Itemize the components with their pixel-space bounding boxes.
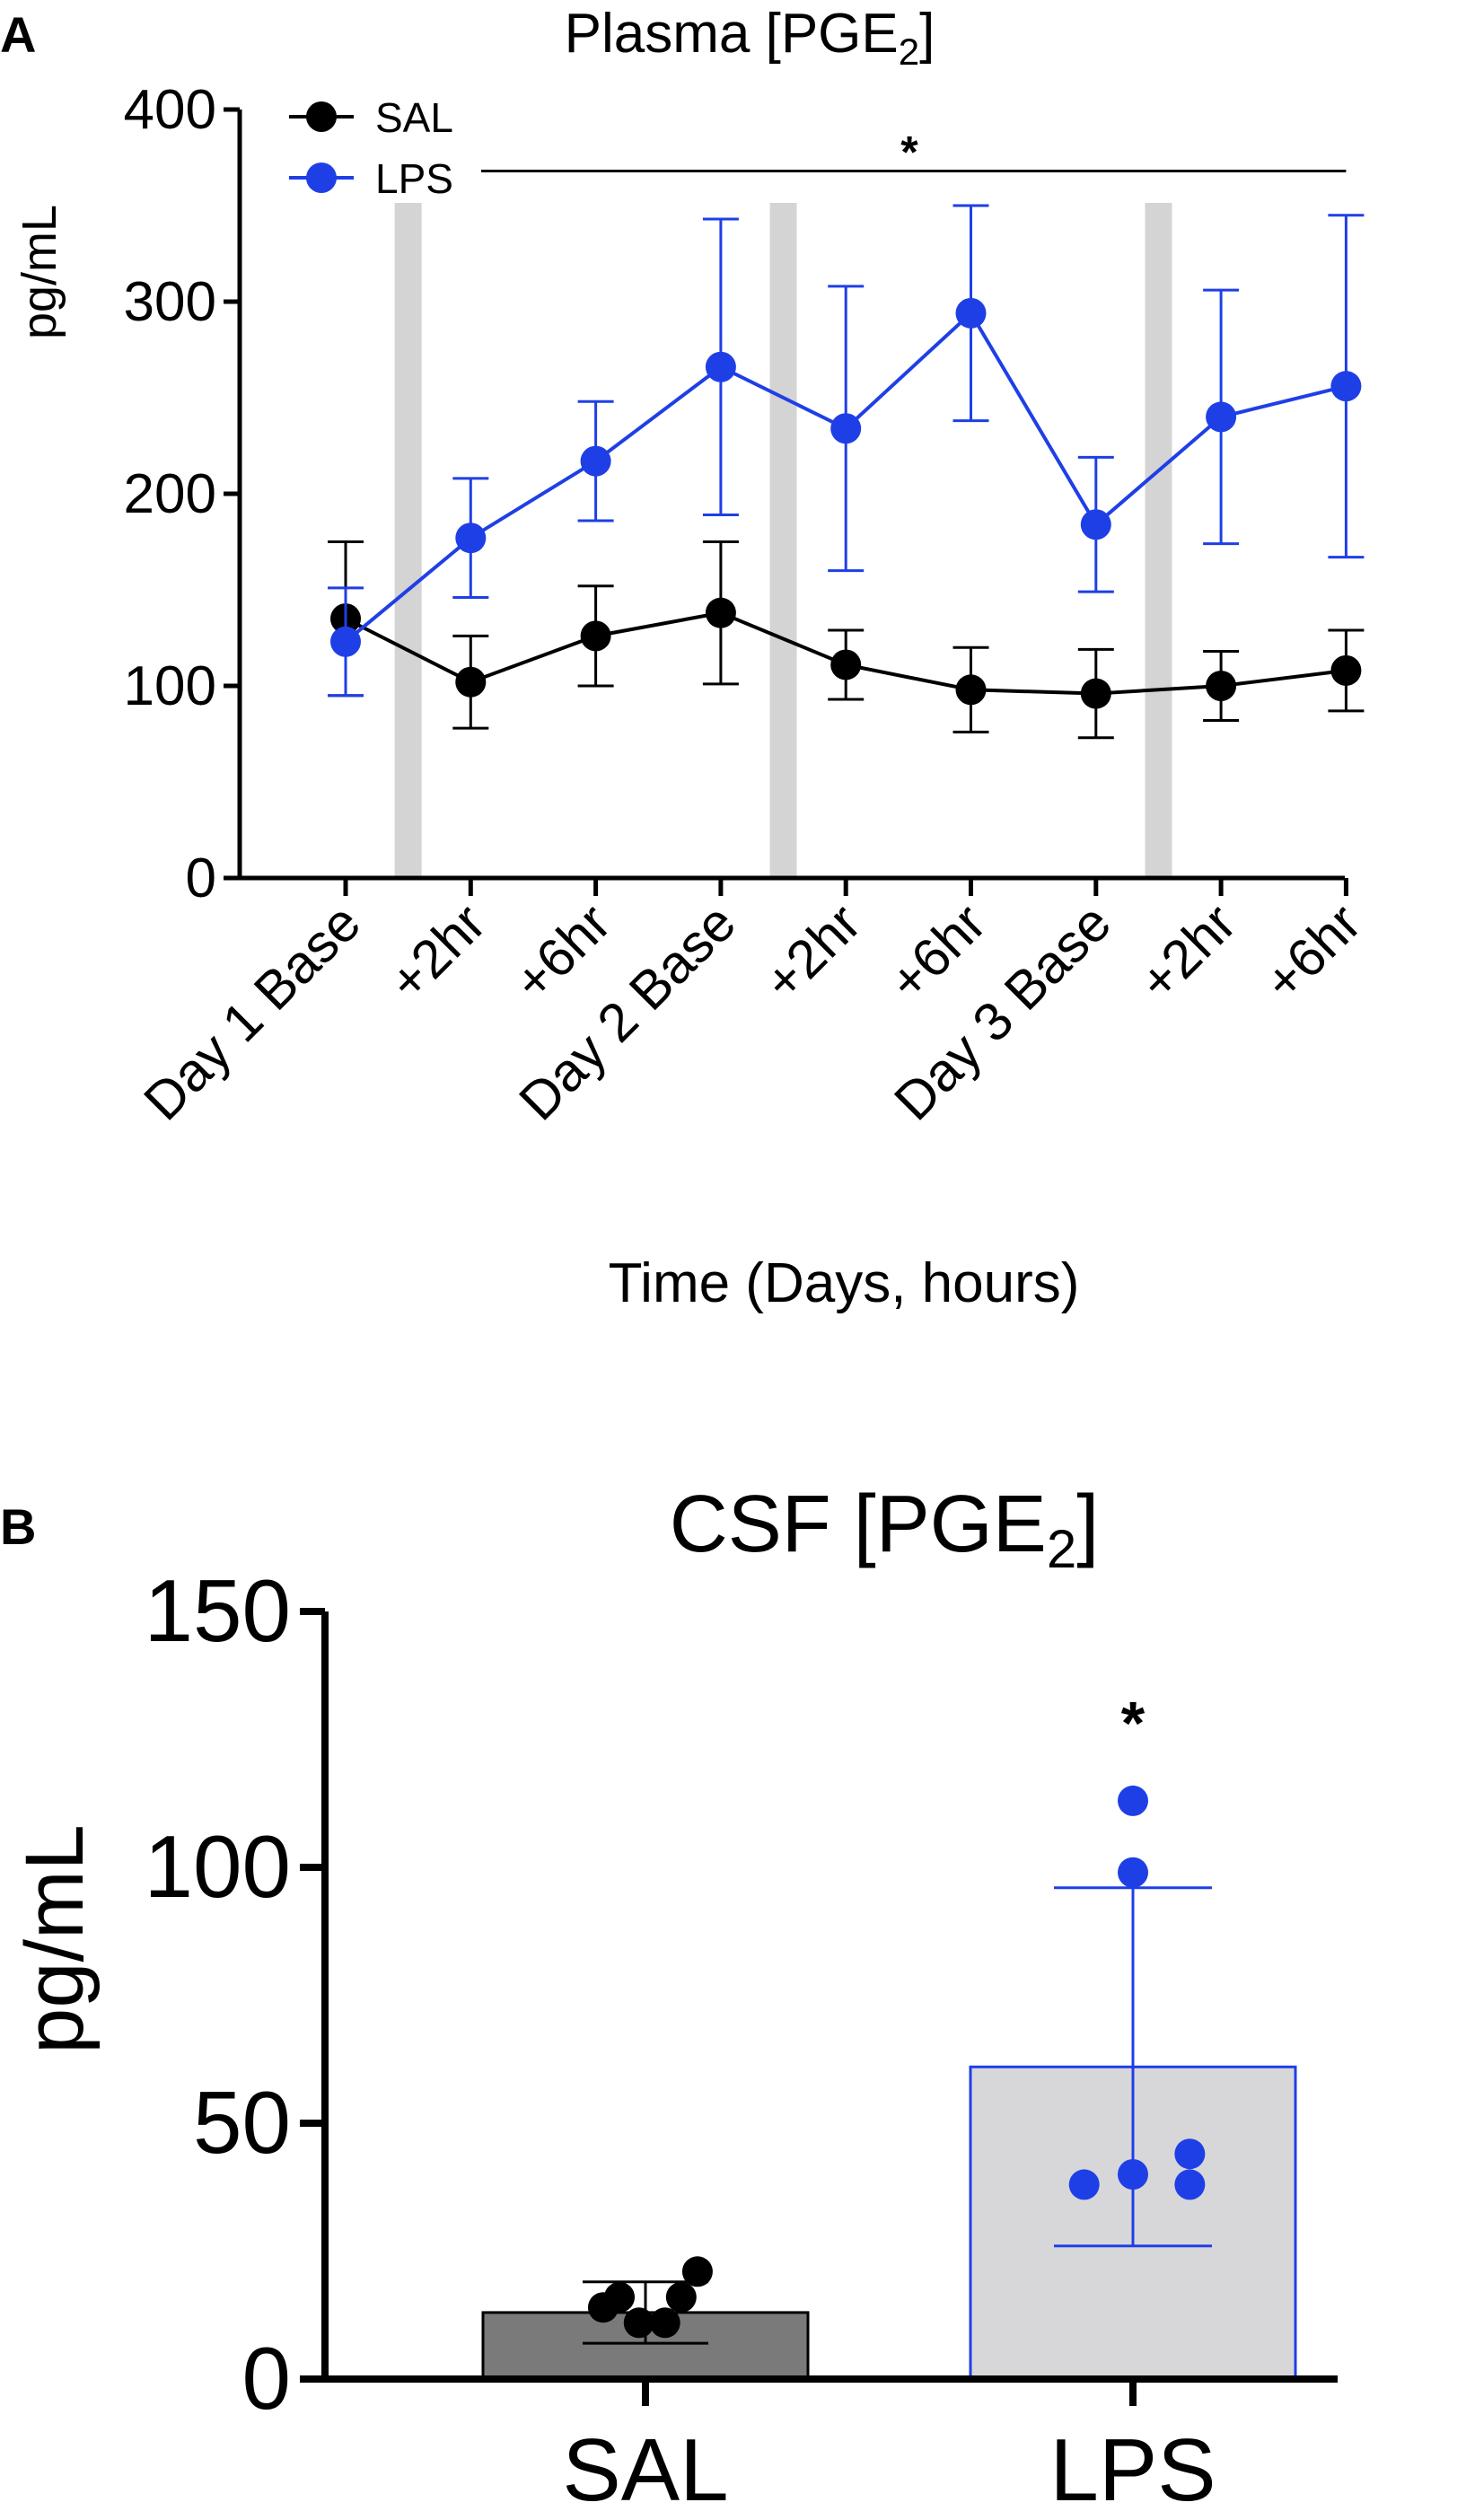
panel-a-x-tick-label-8: +2hr: [1128, 892, 1247, 1012]
panel-b-point-lps-3: [1174, 2138, 1206, 2170]
panel-b-label: B: [0, 1498, 36, 1555]
panel-b-significance-star: *: [1121, 1689, 1146, 1757]
panel-a-shaded-region-2: [769, 203, 797, 878]
panel-b-point-lps-5: [1118, 1857, 1148, 1888]
panel-a-label: A: [0, 6, 36, 63]
panel-a-x-tick-label-1: Day 1 Base: [132, 892, 372, 1132]
panel-b-y-axis-label: pg/mL: [9, 1824, 101, 2054]
panel-a-y-tick-label-100: 100: [124, 655, 216, 717]
panel-a-point-lps-4: [705, 351, 736, 382]
panel-a-legend-marker-lps: [306, 162, 337, 193]
panel-b-y-tick-label-50: 50: [193, 2073, 291, 2172]
panel-a-point-sal-4: [705, 597, 736, 628]
panel-b-x-tick-label-sal: SAL: [562, 2420, 728, 2519]
panel-a-point-lps-2: [455, 522, 487, 554]
panel-b-y-tick-label-100: 100: [144, 1817, 291, 1916]
panel-b-significance: *: [1121, 1689, 1146, 1757]
panel-b-point-lps-4: [1174, 2169, 1206, 2200]
panel-a-point-lps-3: [580, 445, 611, 477]
panel-b-title-subscript: 2: [1047, 1519, 1076, 1579]
panel-a-point-sal-8: [1206, 671, 1237, 701]
panel-a-legend-label-lps: LPS: [375, 155, 453, 202]
panel-a-x-tick-label-5: +2hr: [752, 892, 872, 1012]
panel-a-shaded-region-3: [1145, 203, 1172, 878]
panel-a-point-lps-1: [330, 626, 361, 657]
panel-b-x-tick-label-lps: LPS: [1049, 2420, 1216, 2519]
panel-b-point-sal-2: [604, 2281, 636, 2313]
panel-a-y-tick-label-300: 300: [124, 271, 216, 333]
panel-a-point-lps-8: [1206, 401, 1237, 433]
panel-a-series-sal: [328, 540, 1365, 740]
panel-a-y-ticks: 0 100 200 300 400: [124, 79, 240, 909]
panel-b-y-tick-label-0: 0: [241, 2329, 291, 2428]
panel-a-x-axis-label: Time (Days, hours): [609, 1252, 1080, 1314]
panel-b-point-sal-6: [681, 2256, 713, 2287]
panel-a-title-subscript: 2: [899, 31, 919, 73]
panel-b-point-sal-5: [665, 2281, 697, 2313]
panel-a-point-lps-9: [1330, 371, 1362, 402]
panel-b-point-lps-1: [1068, 2169, 1100, 2200]
panel-a-x-tick-label-9: +6hr: [1252, 892, 1372, 1012]
panel-a-point-sal-7: [1080, 678, 1111, 709]
panel-b-x-ticks: SAL LPS: [562, 2379, 1216, 2519]
panel-b-point-lps-2: [1118, 2159, 1148, 2190]
panel-a-title-main: Plasma [PGE: [565, 3, 899, 65]
panel-b-title-suffix: ]: [1076, 1480, 1099, 1569]
panel-a-series: [328, 204, 1365, 740]
panel-a-series-lps: [328, 204, 1365, 698]
panel-a-point-lps-5: [830, 413, 862, 444]
panel-a-legend-marker-sal: [306, 101, 337, 132]
panel-a-legend: SAL LPS: [289, 94, 453, 202]
panel-b-axes: [321, 1611, 1338, 2383]
panel-a-y-tick-label-200: 200: [124, 463, 216, 525]
panel-a-title-suffix: ]: [919, 3, 935, 65]
panel-a-point-sal-3: [580, 620, 611, 652]
panel-b-bars: [481, 2065, 1297, 2381]
panel-b-title: CSF [PGE2]: [670, 1480, 1099, 1579]
panel-a-point-sal-2: [455, 666, 487, 698]
panel-a-point-lps-6: [955, 297, 987, 329]
panel-a-x-tick-label-2: +2hr: [377, 892, 496, 1012]
panel-b-csf-chart: B CSF [PGE2] 0 50 100 150 SAL LPS * pg/mL: [0, 1480, 1338, 2519]
panel-a-shaded-region-1: [394, 203, 422, 878]
panel-a-title: Plasma [PGE2]: [565, 3, 935, 73]
panel-a-point-sal-9: [1330, 654, 1362, 686]
panel-a-y-tick-label-400: 400: [124, 79, 216, 141]
panel-a-significance: *: [481, 127, 1347, 177]
panel-b-y-tick-label-150: 150: [144, 1561, 291, 1660]
panel-b-title-main: CSF [PGE: [670, 1480, 1047, 1569]
panel-a-point-sal-5: [830, 649, 862, 680]
panel-a-point-sal-6: [955, 674, 987, 706]
panel-b-point-sal-4: [649, 2307, 680, 2339]
panel-a-significance-star: *: [900, 127, 918, 177]
panel-b-point-lps-6: [1118, 1785, 1148, 1816]
panel-a-shaded-regions: [394, 203, 1172, 878]
panel-b-y-ticks: 0 50 100 150: [144, 1561, 325, 2428]
panel-a-legend-label-sal: SAL: [375, 94, 453, 141]
panel-a-plasma-chart: A Plasma [PGE2] 0 100 200 300 400 Day 1 Base…: [0, 3, 1373, 1314]
panel-b-point-sal-3: [623, 2307, 654, 2339]
panel-a-y-tick-label-0: 0: [186, 847, 216, 909]
panel-a-y-axis-label: pg/mL: [13, 205, 66, 339]
panel-a-point-lps-7: [1080, 509, 1111, 540]
panel-b-points: [587, 1785, 1206, 2339]
